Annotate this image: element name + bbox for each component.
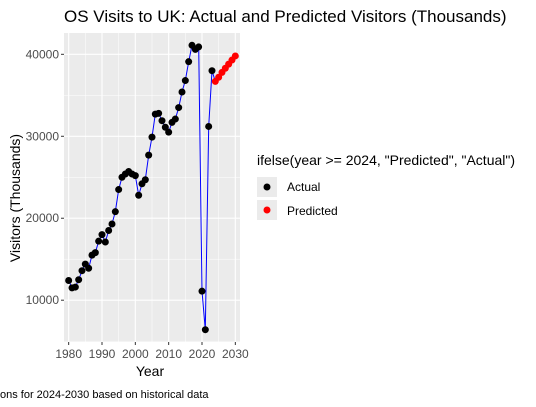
point-actual — [108, 220, 116, 228]
x-tick-label: 2020 — [189, 347, 216, 361]
chart-caption: ons for 2024-2030 based on historical da… — [0, 389, 209, 401]
point-actual — [78, 267, 86, 275]
legend-swatch-actual — [263, 183, 271, 191]
point-actual — [201, 326, 209, 334]
x-tick-label: 2010 — [155, 347, 182, 361]
y-axis-ticks: 10000 20000 30000 40000 — [26, 47, 64, 307]
point-actual — [198, 287, 206, 295]
point-predicted — [231, 52, 239, 60]
x-tick-label: 2030 — [222, 347, 249, 361]
point-actual — [91, 249, 99, 257]
x-tick-label: 2000 — [122, 347, 149, 361]
point-actual — [115, 186, 123, 194]
major-gridlines — [64, 33, 240, 342]
point-actual — [148, 133, 156, 141]
point-actual — [178, 88, 186, 96]
point-actual — [135, 191, 143, 199]
x-axis-ticks: 1980 1990 2000 2010 2020 2030 — [55, 342, 249, 361]
point-actual — [208, 67, 216, 75]
data-points — [65, 41, 239, 334]
chart-title: OS Visits to UK: Actual and Predicted Vi… — [64, 7, 507, 26]
point-actual — [195, 43, 203, 51]
point-actual — [101, 238, 109, 246]
legend-title: ifelse(year >= 2024, "Predicted", "Actua… — [257, 152, 515, 168]
y-tick-label: 10000 — [26, 293, 60, 307]
y-tick-label: 40000 — [26, 47, 60, 61]
point-actual — [71, 283, 79, 291]
y-tick-label: 30000 — [26, 129, 60, 143]
point-actual — [158, 117, 166, 125]
x-axis-title: Year — [136, 363, 165, 379]
y-tick-label: 20000 — [26, 211, 60, 225]
point-actual — [165, 128, 173, 136]
legend-label-actual: Actual — [287, 180, 320, 194]
point-actual — [141, 176, 149, 184]
point-actual — [205, 122, 213, 130]
point-actual — [75, 276, 83, 284]
point-actual — [85, 264, 93, 272]
x-tick-label: 1980 — [55, 347, 82, 361]
point-actual — [65, 277, 73, 285]
x-tick-label: 1990 — [89, 347, 116, 361]
point-actual — [95, 237, 103, 245]
y-axis-title: Visitors (Thousands) — [7, 134, 23, 262]
point-actual — [98, 231, 106, 239]
point-actual — [145, 151, 153, 159]
point-actual — [161, 123, 169, 131]
point-actual — [111, 208, 119, 216]
point-actual — [105, 227, 113, 235]
legend-swatch-predicted — [263, 206, 271, 214]
point-actual — [171, 115, 179, 123]
point-actual — [181, 77, 189, 85]
legend: ifelse(year >= 2024, "Predicted", "Actua… — [257, 152, 515, 220]
point-actual — [131, 172, 139, 180]
point-actual — [185, 58, 193, 66]
point-actual — [175, 104, 183, 112]
point-predicted — [215, 73, 223, 81]
legend-label-predicted: Predicted — [287, 204, 338, 218]
point-actual — [155, 109, 163, 117]
